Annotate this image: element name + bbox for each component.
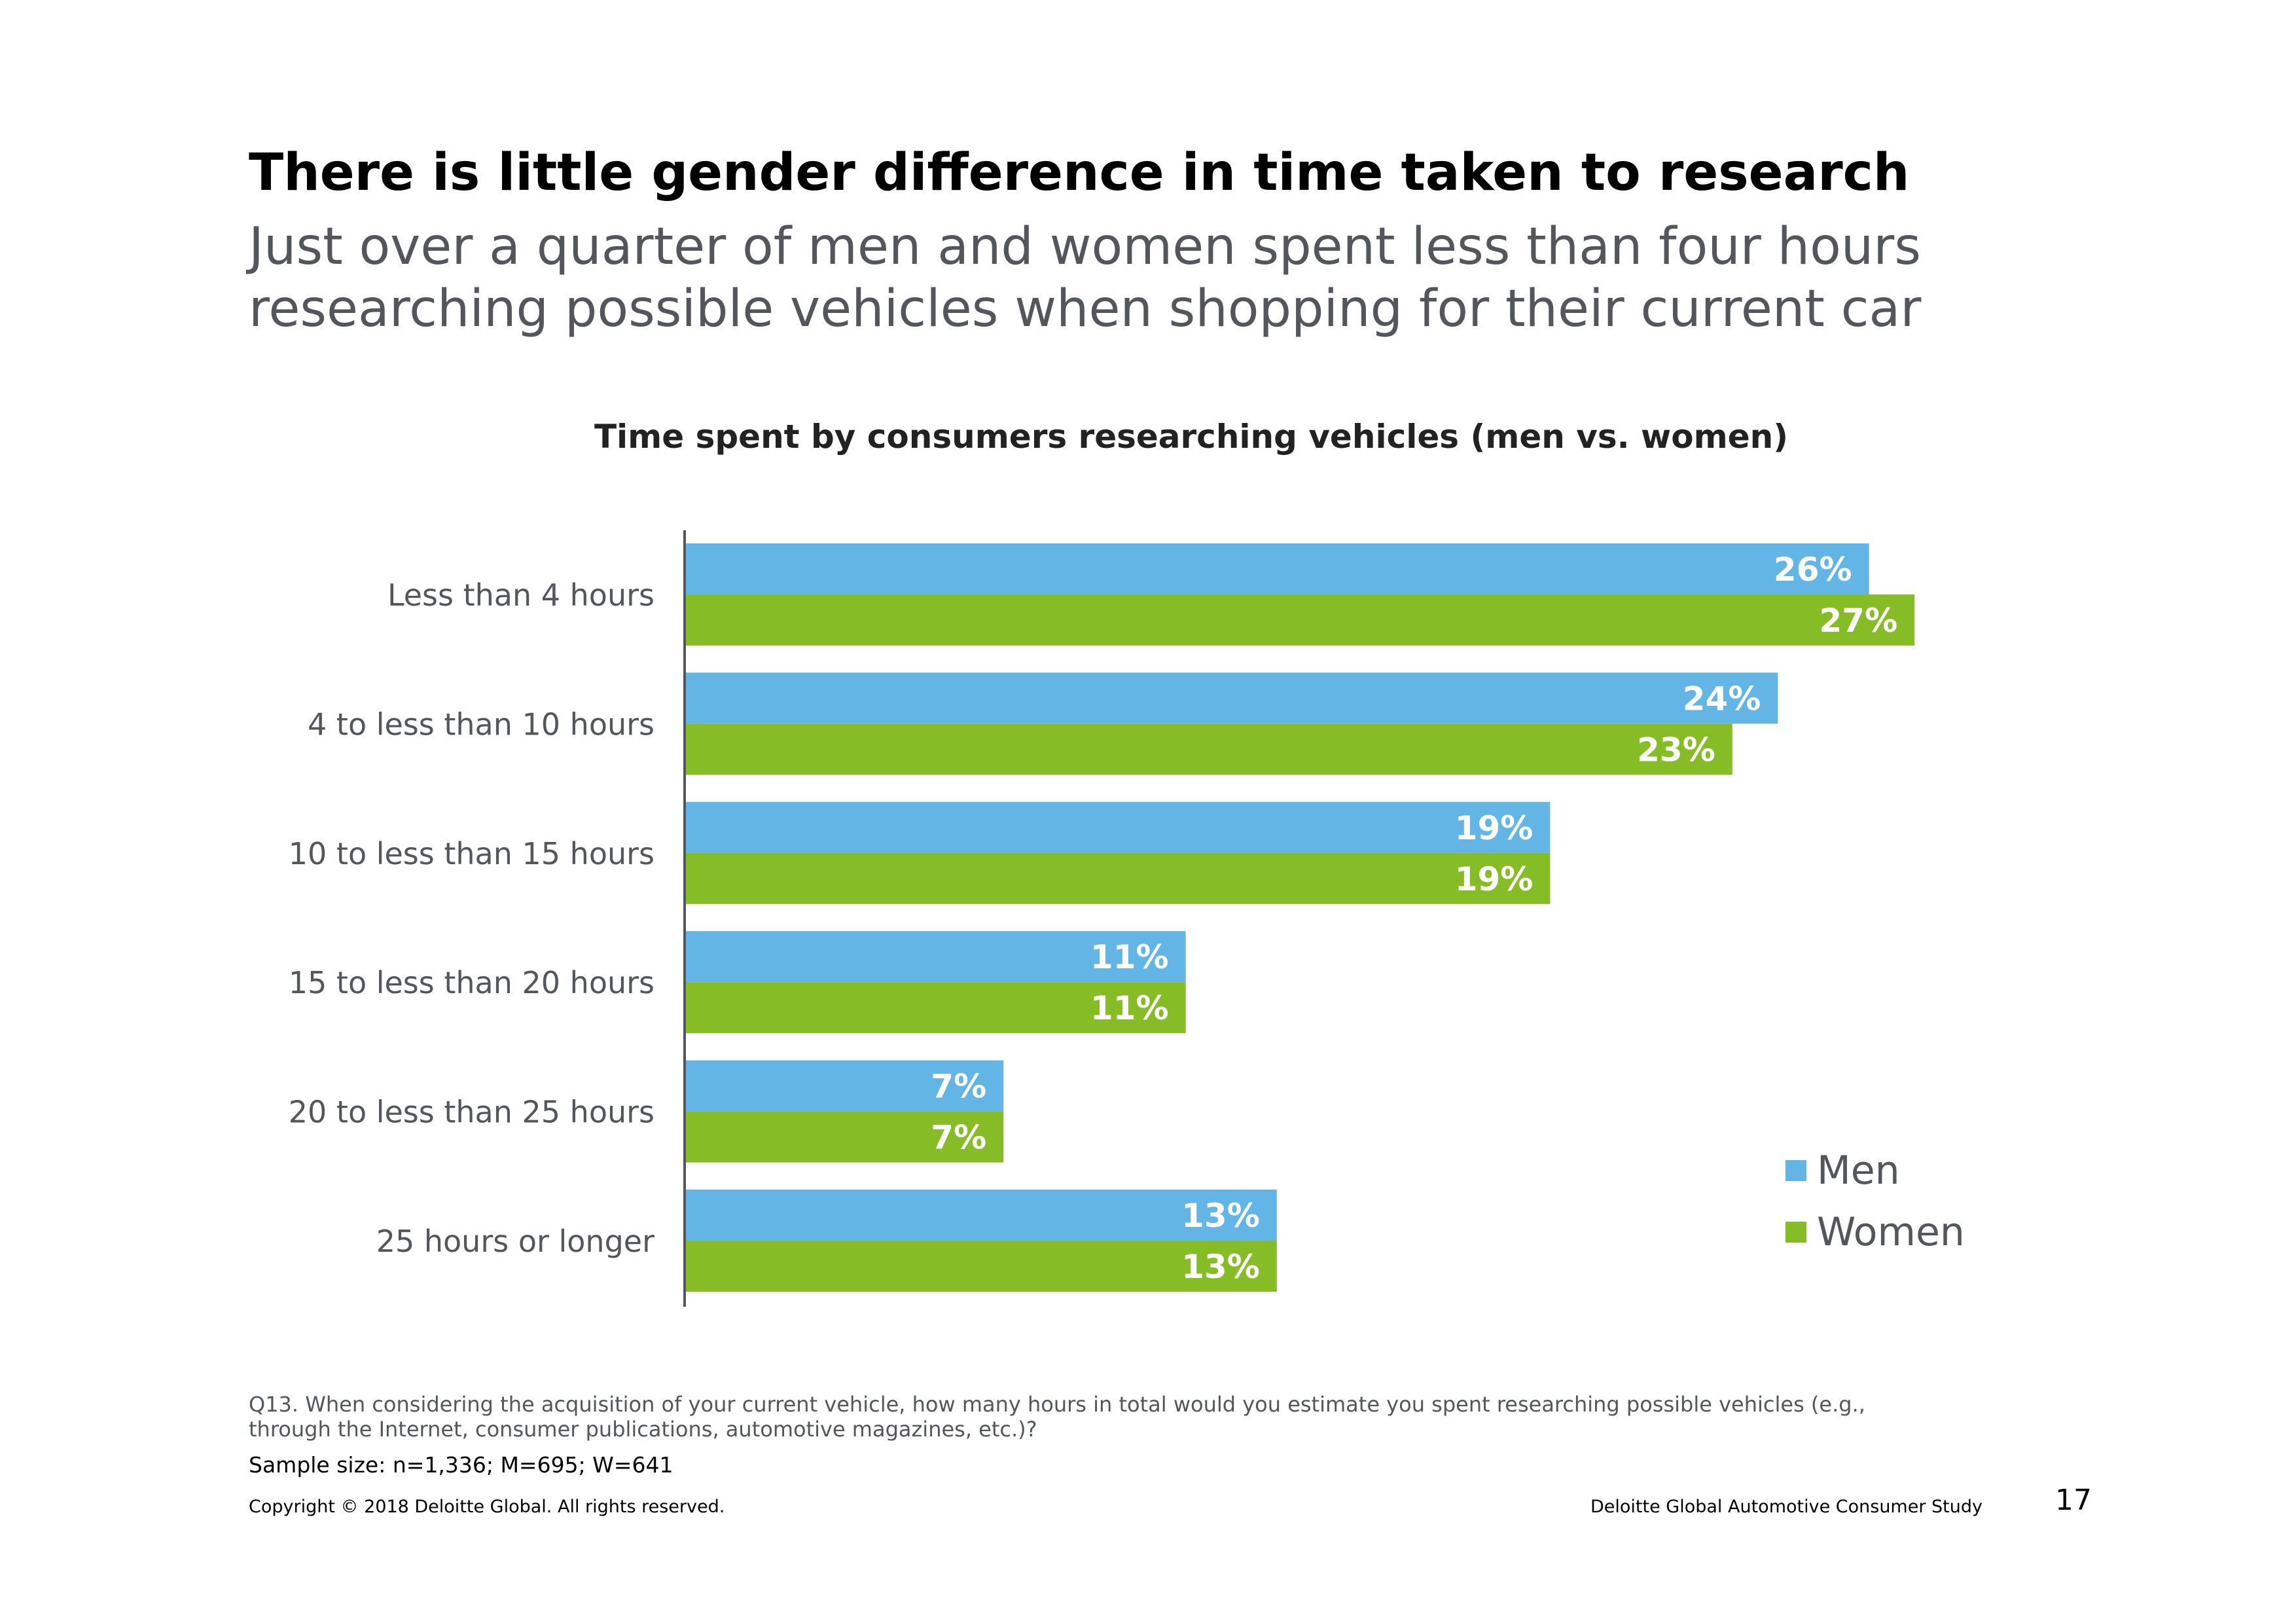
data-label: 13% <box>1181 1197 1260 1235</box>
data-label: 7% <box>931 1119 986 1157</box>
women-bar <box>685 1111 1004 1163</box>
chart-title: Time spent by consumers researching vehi… <box>594 418 1789 456</box>
women-bar <box>685 852 1551 904</box>
sample-size: Sample size: n=1,336; M=695; W=641 <box>249 1452 673 1478</box>
women-bar <box>685 1241 1277 1292</box>
page-subtitle: Just over a quarter of men and women spe… <box>249 217 1922 338</box>
category-label: 4 to less than 10 hours <box>308 706 655 742</box>
survey-question-footnote: Q13. When considering the acquisition of… <box>249 1392 1865 1442</box>
women-bar <box>685 723 1732 775</box>
data-label: 19% <box>1455 860 1534 898</box>
category-label: 20 to less than 25 hours <box>289 1095 655 1130</box>
data-label: 24% <box>1683 680 1761 718</box>
category-label: 10 to less than 15 hours <box>289 836 655 871</box>
category-label: 15 to less than 20 hours <box>289 965 655 1000</box>
page-number: 17 <box>2055 1484 2092 1517</box>
women-legend-label: Women <box>1817 1209 1965 1255</box>
men-bar <box>685 931 1186 983</box>
category-label: 25 hours or longer <box>376 1224 655 1259</box>
study-name: Deloitte Global Automotive Consumer Stud… <box>1590 1497 1982 1517</box>
men-bar <box>685 672 1778 724</box>
data-label: 26% <box>1774 551 1852 589</box>
copyright-notice: Copyright © 2018 Deloitte Global. All ri… <box>249 1497 725 1517</box>
men-bar <box>685 1060 1004 1112</box>
women-legend-swatch <box>1785 1222 1806 1243</box>
bars-layer: Less than 4 hours 26% 27% 4 to less than 10… <box>289 543 1915 1292</box>
page-title: There is little gender difference in tim… <box>249 143 1910 202</box>
men-legend-swatch <box>1785 1160 1806 1181</box>
data-label: 23% <box>1637 731 1715 769</box>
data-label: 19% <box>1455 809 1534 847</box>
data-label: 11% <box>1090 989 1169 1027</box>
data-label: 27% <box>1820 602 1898 640</box>
men-legend-label: Men <box>1817 1148 1900 1194</box>
data-label: 13% <box>1181 1248 1260 1286</box>
data-label: 7% <box>931 1068 986 1106</box>
category-label: Less than 4 hours <box>387 577 655 613</box>
legend: Men Women <box>1785 1148 1965 1255</box>
data-label: 11% <box>1090 938 1169 976</box>
women-bar <box>685 982 1186 1034</box>
men-bar <box>685 543 1869 594</box>
women-bar <box>685 594 1915 646</box>
men-bar <box>685 1190 1277 1241</box>
men-bar <box>685 801 1551 853</box>
